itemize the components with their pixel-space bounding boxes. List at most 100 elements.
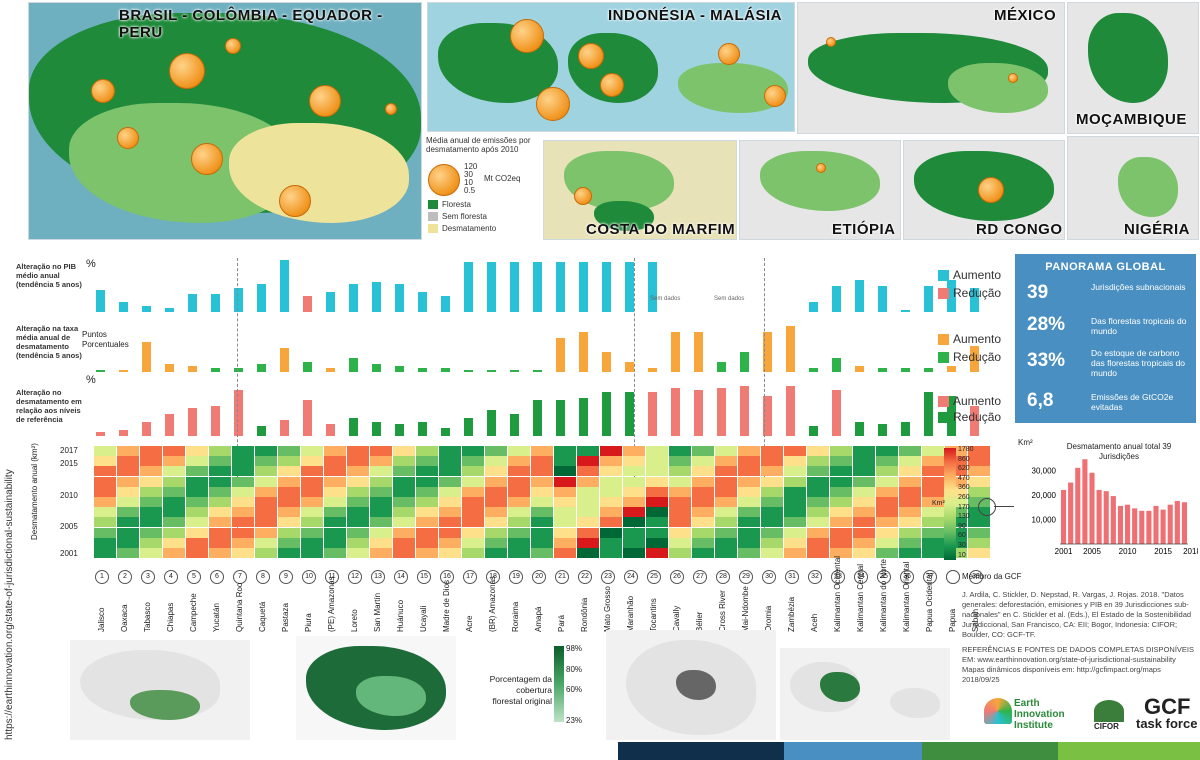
heat-cell <box>485 527 507 538</box>
map-title: MOÇAMBIQUE <box>1076 111 1187 128</box>
heat-cell <box>531 537 553 548</box>
jurisdiction-name: Oromia <box>764 605 773 632</box>
cobertura-tick: 98% <box>566 644 583 653</box>
heat-cell <box>715 476 737 487</box>
indicator-bar <box>234 390 243 436</box>
map-nigeria: NIGÉRIA <box>1067 136 1199 240</box>
heat-cell <box>301 537 323 548</box>
heat-cell <box>899 548 921 558</box>
total-bar <box>1181 502 1187 544</box>
indicator-bar <box>694 332 703 372</box>
jurisdiction-number: 30 <box>762 570 776 584</box>
heat-cell <box>577 486 599 497</box>
jurisdiction-number: 16 <box>440 570 454 584</box>
heat-scale-bar <box>944 448 956 560</box>
indicator-bar <box>924 286 933 312</box>
heat-cell <box>876 507 898 518</box>
heat-cell <box>738 497 760 507</box>
scale-label: 860 <box>958 455 970 463</box>
side-url[interactable]: https://earthinnovation.org/state-of-jur… <box>4 469 15 740</box>
heat-cell <box>186 537 208 548</box>
indicator-bar <box>326 424 335 436</box>
heat-cell <box>255 466 277 477</box>
indicator-bar <box>372 422 381 436</box>
link-line <box>994 506 1014 507</box>
heat-cell <box>853 507 875 518</box>
emission-bubble <box>510 19 544 53</box>
indicator-bar <box>280 348 289 372</box>
heat-cell <box>600 548 622 558</box>
heat-cell <box>554 466 576 477</box>
heat-cell <box>899 497 921 507</box>
heat-cell <box>531 548 553 558</box>
heat-cell <box>462 527 484 538</box>
legend-label: Floresta <box>442 200 471 209</box>
heat-cell <box>462 537 484 548</box>
heat-cell <box>94 466 116 477</box>
total-bar <box>1110 496 1116 544</box>
indicator-bar <box>441 428 450 436</box>
global-num: 28% <box>1027 314 1066 335</box>
heat-cell <box>761 517 783 528</box>
heat-cell <box>347 446 369 456</box>
map-shape <box>356 676 426 716</box>
heat-cell <box>577 548 599 558</box>
total-bar <box>1160 509 1166 544</box>
heat-cell <box>669 527 691 538</box>
heat-cell <box>761 548 783 558</box>
indicator-bar <box>349 358 358 372</box>
heat-cell <box>554 456 576 467</box>
indicator-bar <box>142 306 151 312</box>
heat-cell <box>416 507 438 518</box>
year-label: 2005 <box>60 522 78 531</box>
heat-cell <box>324 456 346 467</box>
jurisdiction-number: 18 <box>486 570 500 584</box>
heat-cell <box>669 548 691 558</box>
heat-cell <box>669 486 691 497</box>
heat-cell <box>899 486 921 497</box>
heat-cell <box>692 497 714 507</box>
heat-cell <box>278 497 300 507</box>
jurisdiction-name: Chiapas <box>166 602 175 632</box>
emission-bubble <box>718 43 740 65</box>
footer-stripe <box>618 742 784 760</box>
heat-cell <box>807 476 829 487</box>
heat-cell <box>715 497 737 507</box>
heat-cell <box>922 537 944 548</box>
pontos-label: Puntos Porcentuales <box>82 330 129 349</box>
heat-cell <box>117 527 139 538</box>
heat-cell <box>255 548 277 558</box>
indicator-bar <box>188 408 197 436</box>
indicator-bar <box>96 370 105 372</box>
heat-cell <box>439 466 461 477</box>
map-indonesia: INDONÉSIA - MALÁSIA <box>427 2 795 132</box>
indicator-bar <box>96 290 105 312</box>
heat-cell <box>347 507 369 518</box>
jurisdiction-number: 28 <box>716 570 730 584</box>
heat-cell <box>945 456 967 467</box>
indicator-bar <box>533 262 542 312</box>
heat-cell <box>807 456 829 467</box>
emission-bubble <box>279 185 311 217</box>
heat-cell <box>761 507 783 518</box>
indicator-bar <box>970 288 979 312</box>
heat-cell <box>761 476 783 487</box>
jurisdiction-number: 26 <box>670 570 684 584</box>
legend-swatch <box>428 200 438 209</box>
jurisdiction-name: Piura <box>304 613 313 632</box>
x-tick-label: 2015 <box>1154 547 1172 556</box>
heat-cell <box>209 527 231 538</box>
heat-cell <box>370 507 392 518</box>
jurisdiction-name: Maranhão <box>626 595 635 632</box>
heat-cell <box>255 446 277 456</box>
heat-cell <box>784 466 806 477</box>
row2-label: Alteração na taxa média anual de desmata… <box>16 324 82 360</box>
heat-cell <box>784 497 806 507</box>
heat-cell <box>761 466 783 477</box>
heat-cell <box>347 537 369 548</box>
heat-cell <box>577 507 599 518</box>
heat-cell <box>485 517 507 528</box>
jurisdiction-number: 1 <box>95 570 109 584</box>
heat-cell <box>462 456 484 467</box>
jurisdiction-number: 32 <box>808 570 822 584</box>
